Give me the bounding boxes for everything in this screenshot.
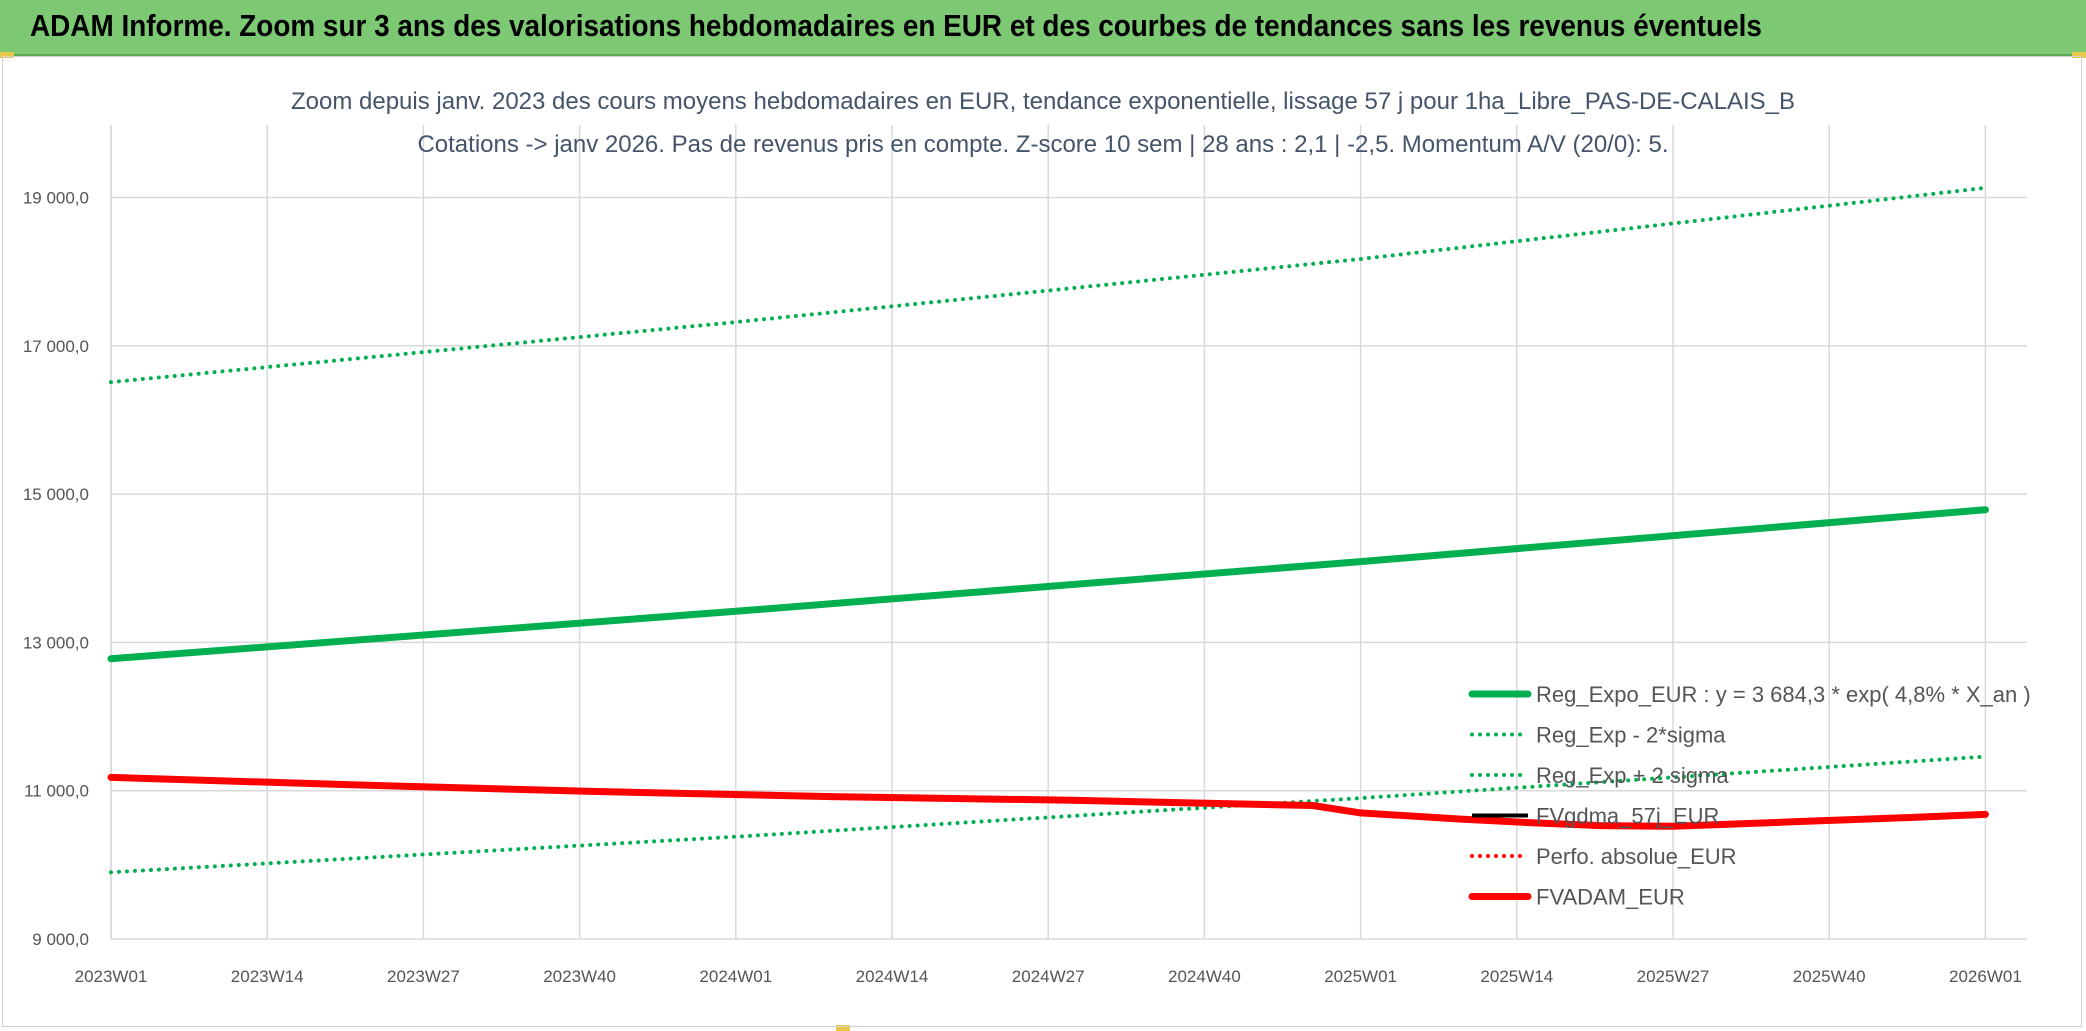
y-tick-label: 17 000,0 bbox=[23, 337, 89, 356]
x-tick-label: 2023W40 bbox=[543, 967, 616, 986]
y-tick-label: 9 000,0 bbox=[32, 930, 89, 949]
y-tick-label: 19 000,0 bbox=[23, 189, 89, 208]
y-tick-label: 15 000,0 bbox=[23, 485, 89, 504]
series-line-0 bbox=[107, 506, 1989, 663]
chart-title: Zoom depuis janv. 2023 des cours moyens … bbox=[291, 88, 1795, 115]
x-tick-label: 2023W14 bbox=[231, 967, 304, 986]
series-line-2 bbox=[109, 185, 1988, 385]
chart-subtitle: Cotations -> janv 2026. Pas de revenus p… bbox=[417, 131, 1668, 158]
corner-marker bbox=[836, 1025, 850, 1031]
legend-entry: FVADAM_EUR bbox=[1536, 885, 1685, 910]
report-banner: ADAM Informe. Zoom sur 3 ans des valoris… bbox=[0, 0, 2086, 56]
x-tick-label: 2025W40 bbox=[1793, 967, 1866, 986]
x-tick-label: 2023W27 bbox=[387, 967, 460, 986]
series-line-1 bbox=[109, 754, 1988, 875]
x-tick-label: 2025W14 bbox=[1480, 967, 1553, 986]
corner-marker bbox=[0, 52, 14, 58]
corner-marker bbox=[2072, 52, 2086, 58]
x-tick-label: 2025W27 bbox=[1637, 967, 1710, 986]
report-title: ADAM Informe. Zoom sur 3 ans des valoris… bbox=[30, 8, 1762, 43]
x-tick-label: 2026W01 bbox=[1949, 967, 2022, 986]
y-tick-label: 11 000,0 bbox=[24, 782, 89, 801]
x-tick-label: 2023W01 bbox=[75, 967, 148, 986]
x-tick-label: 2024W14 bbox=[856, 967, 929, 986]
legend-entry: Reg_Exp - 2*sigma bbox=[1536, 723, 1726, 748]
legend-entry: Reg_Expo_EUR : y = 3 684,3 * exp( 4,8% *… bbox=[1536, 682, 2031, 707]
x-tick-label: 2024W01 bbox=[699, 967, 772, 986]
legend-entry: Reg_Exp + 2 sigma bbox=[1536, 763, 1729, 788]
series-layer bbox=[107, 185, 1989, 875]
grid-layer: 9 000,0 11 000,0 13 000,0 15 000,0 17 000,0 1… bbox=[23, 125, 2027, 986]
x-tick-label: 2024W40 bbox=[1168, 967, 1241, 986]
legend: Reg_Expo_EUR : y = 3 684,3 * exp( 4,8% *… bbox=[1468, 682, 2031, 910]
chart-frame bbox=[2, 56, 2082, 1027]
series-line-5 bbox=[107, 773, 1989, 830]
x-tick-label: 2024W27 bbox=[1012, 967, 1085, 986]
legend-entry: FVgdma_57j_EUR bbox=[1536, 804, 1719, 829]
legend-entry: Perfo. absolue_EUR bbox=[1536, 844, 1737, 869]
x-tick-label: 2025W01 bbox=[1324, 967, 1397, 986]
y-tick-label: 13 000,0 bbox=[23, 633, 89, 652]
